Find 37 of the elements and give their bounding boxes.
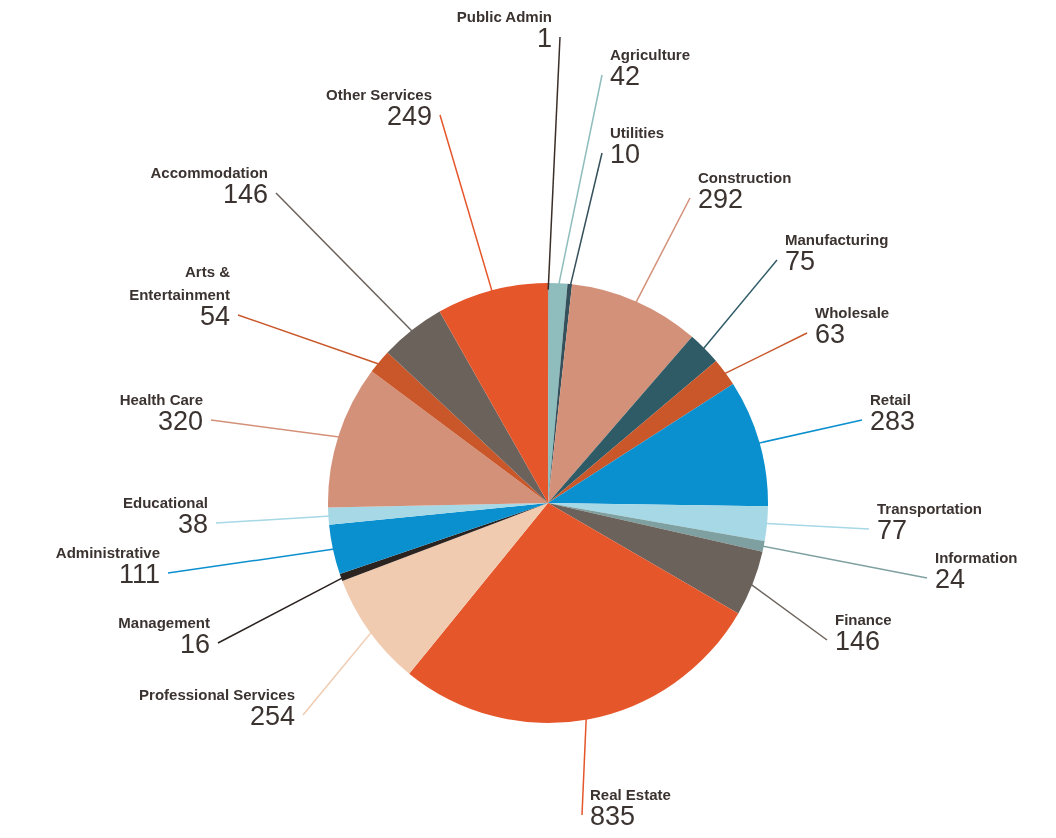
slice-label: Public Admin bbox=[456, 8, 552, 25]
slice-label: Transportation bbox=[877, 500, 983, 517]
slice-label: Accommodation bbox=[150, 164, 268, 181]
slice-label: Real Estate bbox=[590, 786, 671, 803]
data-label: 77 bbox=[877, 515, 908, 545]
data-label: 75 bbox=[785, 246, 816, 276]
slice-label: Administrative bbox=[55, 544, 160, 561]
data-label: 10 bbox=[610, 139, 641, 169]
data-label: 835 bbox=[590, 801, 636, 831]
slice-label: Retail bbox=[870, 391, 911, 408]
slice-label: Utilities bbox=[610, 124, 665, 141]
data-label: 254 bbox=[249, 701, 295, 731]
data-label: 54 bbox=[199, 301, 230, 331]
slice-label: Construction bbox=[698, 169, 792, 186]
data-label: 1 bbox=[536, 23, 552, 53]
data-label: 24 bbox=[935, 564, 966, 594]
data-label: 249 bbox=[386, 101, 432, 131]
data-label: 146 bbox=[835, 626, 881, 656]
slice-label: Other Services bbox=[326, 86, 432, 103]
slice-label: Professional Services bbox=[139, 686, 295, 703]
slice-label: Management bbox=[118, 614, 210, 631]
slice-label: Wholesale bbox=[815, 304, 890, 321]
slice-label: Agriculture bbox=[610, 46, 691, 63]
data-label: 16 bbox=[179, 629, 210, 659]
data-label: 320 bbox=[157, 406, 203, 436]
slice-label: Educational bbox=[122, 494, 208, 511]
slice-label: Health Care bbox=[119, 391, 203, 408]
data-label: 283 bbox=[870, 406, 916, 436]
slice-label: Arts & Entertainment bbox=[129, 263, 231, 303]
slice-label: Finance bbox=[835, 611, 892, 628]
slice-label: Manufacturing bbox=[785, 231, 889, 248]
data-label: 38 bbox=[177, 509, 208, 539]
data-label: 292 bbox=[698, 184, 744, 214]
slice-label: Information bbox=[935, 549, 1018, 566]
data-label: 111 bbox=[118, 559, 160, 589]
data-label: 63 bbox=[815, 319, 846, 349]
data-label: 146 bbox=[222, 179, 268, 209]
